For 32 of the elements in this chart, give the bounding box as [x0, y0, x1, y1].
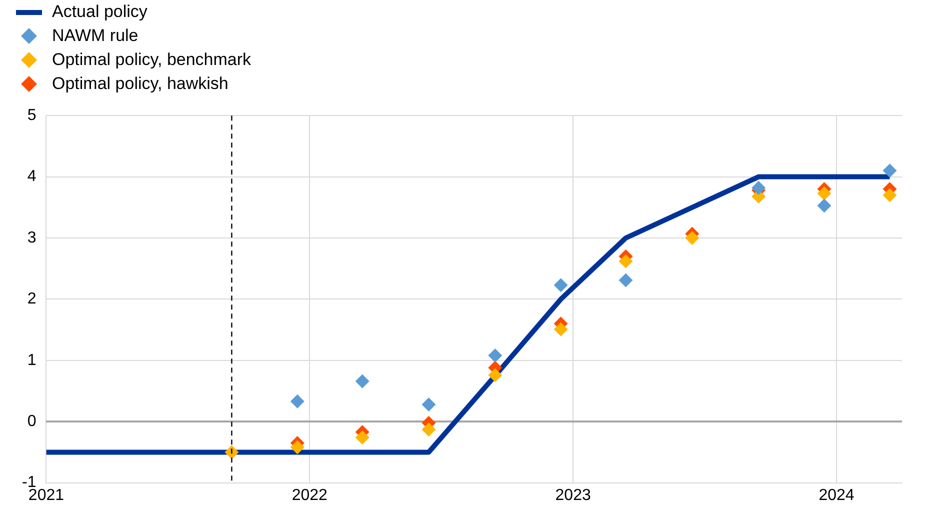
point: [422, 397, 436, 412]
point: [554, 322, 568, 336]
point: [290, 440, 304, 454]
point: [355, 430, 370, 445]
x-tick-label: 2022: [292, 486, 328, 504]
point: [290, 394, 304, 408]
point: [882, 188, 897, 202]
legend-label: Optimal policy, hawkish: [52, 74, 228, 94]
point: [817, 198, 832, 213]
point: [882, 164, 897, 178]
legend-label: Actual policy: [52, 2, 148, 22]
point: [685, 231, 700, 245]
y-tick-label: 1: [27, 352, 36, 369]
y-tick-label: 4: [27, 168, 36, 186]
legend-label: NAWM rule: [52, 26, 138, 46]
y-tick-label: 3: [27, 229, 36, 246]
point: [618, 254, 633, 268]
y-tick-label: 0: [27, 413, 36, 430]
point: [554, 278, 568, 292]
x-tick-label: 2024: [818, 486, 854, 504]
point: [752, 180, 766, 195]
point: [422, 422, 436, 437]
point: [488, 348, 502, 363]
point: [488, 368, 502, 382]
y-tick-label: 5: [27, 107, 36, 124]
point: [817, 186, 832, 200]
y-tick-label: 2: [27, 290, 36, 308]
x-tick-label: 2023: [555, 486, 591, 504]
legend-label: Optimal policy, benchmark: [52, 50, 252, 70]
point: [355, 374, 370, 388]
point: [224, 445, 239, 460]
point: [618, 273, 633, 288]
